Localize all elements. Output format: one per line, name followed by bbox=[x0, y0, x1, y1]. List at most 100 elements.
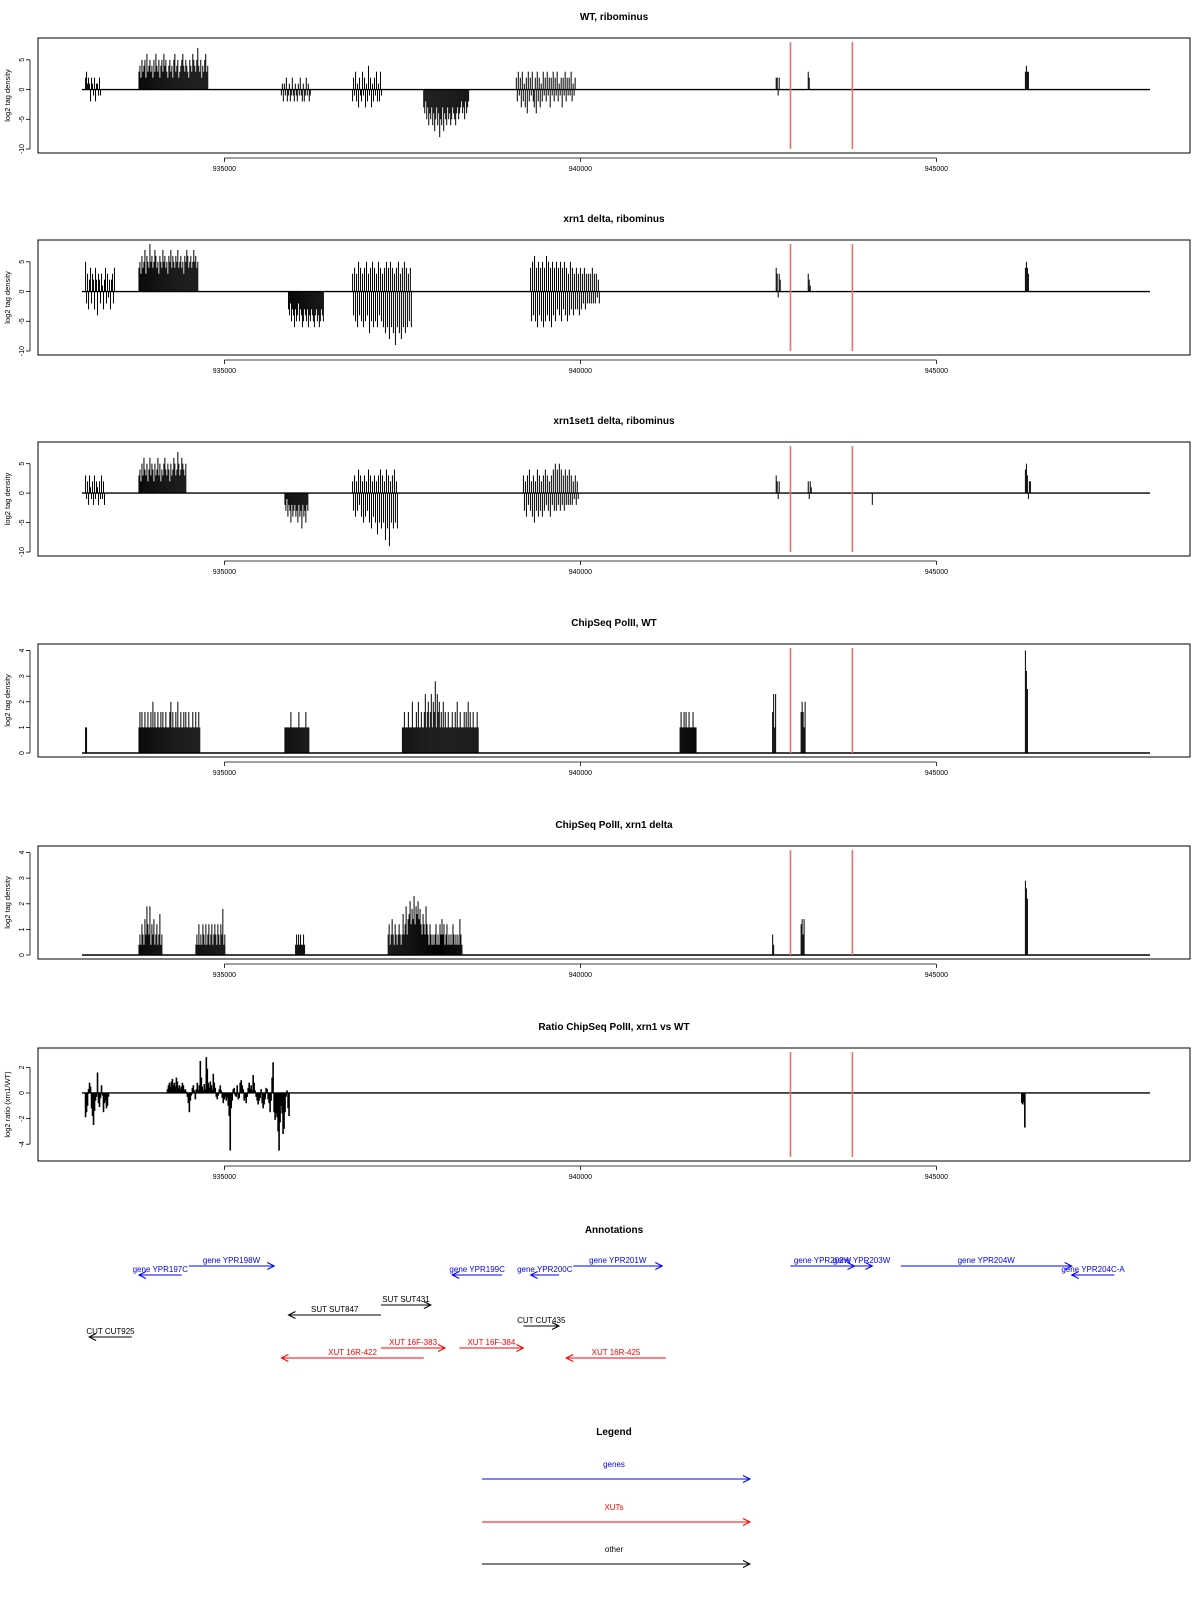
annotation-gene-ypr204w: gene YPR204W bbox=[900, 1256, 1073, 1270]
y-axis-label: log2 tag density bbox=[3, 271, 12, 324]
legend-arrowhead bbox=[742, 1475, 752, 1483]
x-tick-label: 935000 bbox=[213, 569, 236, 576]
annotation-arrowhead bbox=[137, 1271, 147, 1279]
y-tick-label: 1 bbox=[19, 725, 26, 729]
legend-label: other bbox=[605, 1545, 624, 1554]
annotation-label: CUT CUT435 bbox=[517, 1316, 566, 1325]
y-tick-label: -5 bbox=[19, 519, 26, 525]
x-tick-label: 940000 bbox=[569, 569, 592, 576]
x-tick-label: 940000 bbox=[569, 770, 592, 777]
data-bars bbox=[85, 47, 1029, 138]
annotations-title: Annotations bbox=[585, 1225, 644, 1236]
data-bars bbox=[85, 244, 1029, 346]
annotation-label: gene YPR200C bbox=[517, 1265, 573, 1274]
data-bars bbox=[138, 880, 1028, 955]
y-axis-label: log2 tag density bbox=[3, 674, 12, 727]
plot-frame bbox=[37, 1047, 1191, 1162]
annotation-xut-16r-425: XUT 16R-425 bbox=[565, 1348, 666, 1362]
annotation-label: gene YPR202W bbox=[794, 1256, 852, 1265]
y-tick-label: 0 bbox=[19, 290, 26, 294]
y-tick-label: -4 bbox=[19, 1141, 26, 1147]
chart-title: xrn1set1 delta, ribominus bbox=[553, 416, 675, 427]
annotation-arrowhead bbox=[516, 1344, 525, 1352]
chart-title: ChipSeq PolII, xrn1 delta bbox=[555, 820, 673, 831]
y-tick-label: -10 bbox=[19, 144, 26, 154]
annotation-gene-ypr203w: gene YPR203W bbox=[833, 1256, 891, 1270]
y-tick-label: 1 bbox=[19, 927, 26, 931]
chart-title: xrn1 delta, ribominus bbox=[563, 214, 665, 225]
y-tick-label: 2 bbox=[19, 700, 26, 704]
annotation-gene-ypr204c-a: gene YPR204C-A bbox=[1061, 1265, 1125, 1279]
annotation-label: CUT CUT925 bbox=[86, 1327, 135, 1336]
y-tick-label: 5 bbox=[19, 260, 26, 264]
plot-frame bbox=[37, 239, 1191, 356]
annotation-arrowhead bbox=[451, 1271, 460, 1279]
y-tick-label: 4 bbox=[19, 649, 26, 653]
annotation-label: gene YPR199C bbox=[449, 1265, 505, 1274]
annotation-label: XUT 16R-425 bbox=[592, 1348, 641, 1357]
data-bars bbox=[85, 650, 1028, 753]
y-tick-label: 0 bbox=[19, 88, 26, 92]
annotation-cut-cut435: CUT CUT435 bbox=[517, 1316, 566, 1330]
x-tick-label: 935000 bbox=[213, 770, 236, 777]
annotation-gene-ypr200c: gene YPR200C bbox=[517, 1265, 573, 1279]
y-tick-label: -10 bbox=[19, 346, 26, 356]
x-tick-label: 935000 bbox=[213, 972, 236, 979]
annotation-arrowhead bbox=[565, 1354, 574, 1362]
annotation-label: gene YPR203W bbox=[833, 1256, 891, 1265]
y-axis-label: log2 tag density bbox=[3, 69, 12, 122]
annotation-label: gene YPR204W bbox=[958, 1256, 1016, 1265]
chart-panel-5: ChipSeq PolII, xrn1 delta 0 1 2 3 4 log2 tag d… bbox=[3, 820, 1191, 979]
annotation-label: gene YPR201W bbox=[589, 1256, 647, 1265]
chart-title: ChipSeq PolII, WT bbox=[571, 618, 657, 629]
y-tick-label: 0 bbox=[19, 953, 26, 957]
x-tick-label: 945000 bbox=[925, 972, 948, 979]
annotation-gene-ypr201w: gene YPR201W bbox=[573, 1256, 664, 1270]
y-tick-label: 3 bbox=[19, 876, 26, 880]
y-tick-label: 3 bbox=[19, 674, 26, 678]
data-bars bbox=[85, 451, 1031, 547]
annotation-label: gene YPR204C-A bbox=[1061, 1265, 1125, 1274]
legend-panel: Legend genes XUTs other bbox=[482, 1427, 752, 1568]
y-tick-label: 5 bbox=[19, 462, 26, 466]
annotations-panel: Annotations gene YPR198W gene YPR197C gene … bbox=[86, 1225, 1125, 1362]
x-tick-label: 940000 bbox=[569, 1174, 592, 1181]
annotation-xut-16f-383: XUT 16F-383 bbox=[381, 1338, 447, 1352]
plot-frame bbox=[37, 845, 1191, 960]
chart-panel-6: Ratio ChipSeq PolII, xrn1 vs WT -4 -2 0 2 log… bbox=[3, 1022, 1191, 1181]
y-axis-label: log2 ratio (xrn1/WT) bbox=[3, 1071, 12, 1138]
chart-title: WT, ribominus bbox=[580, 12, 649, 23]
annotation-label: XUT 16R-422 bbox=[328, 1348, 377, 1357]
x-tick-label: 945000 bbox=[925, 770, 948, 777]
annotation-gene-ypr198w: gene YPR198W bbox=[188, 1256, 276, 1270]
chart-panel-2: xrn1 delta, ribominus -10 -5 0 5 log2 tag den… bbox=[3, 214, 1191, 375]
x-tick-label: 940000 bbox=[569, 368, 592, 375]
annotation-label: gene YPR198W bbox=[203, 1256, 261, 1265]
x-tick-label: 940000 bbox=[569, 972, 592, 979]
annotation-gene-ypr199c: gene YPR199C bbox=[449, 1265, 505, 1279]
x-tick-label: 940000 bbox=[569, 166, 592, 173]
y-tick-label: -5 bbox=[19, 318, 26, 324]
x-tick-label: 935000 bbox=[213, 166, 236, 173]
chart-panel-4: ChipSeq PolII, WT 0 1 2 3 4 log2 tag density 93… bbox=[3, 618, 1191, 777]
chart-title: Ratio ChipSeq PolII, xrn1 vs WT bbox=[538, 1022, 689, 1033]
x-tick-label: 935000 bbox=[213, 1174, 236, 1181]
y-tick-label: -2 bbox=[19, 1115, 26, 1121]
annotation-label: SUT SUT431 bbox=[382, 1295, 430, 1304]
legend-label: genes bbox=[603, 1460, 625, 1469]
plot-frame bbox=[37, 643, 1191, 758]
y-tick-label: 0 bbox=[19, 491, 26, 495]
annotation-sut-sut847: SUT SUT847 bbox=[287, 1305, 382, 1319]
annotation-arrowhead bbox=[865, 1262, 874, 1270]
annotation-label: gene YPR197C bbox=[133, 1265, 189, 1274]
plot-frame bbox=[37, 441, 1191, 557]
annotation-arrowhead bbox=[551, 1322, 561, 1330]
annotation-label: XUT 16F-384 bbox=[467, 1338, 515, 1347]
annotation-sut-sut431: SUT SUT431 bbox=[381, 1295, 432, 1309]
y-tick-label: 0 bbox=[19, 1091, 26, 1095]
legend-arrowhead bbox=[742, 1518, 752, 1526]
annotation-arrowhead bbox=[437, 1344, 447, 1352]
annotation-label: XUT 16F-383 bbox=[389, 1338, 437, 1347]
y-tick-label: -5 bbox=[19, 116, 26, 122]
annotation-xut-16r-422: XUT 16R-422 bbox=[280, 1348, 424, 1362]
